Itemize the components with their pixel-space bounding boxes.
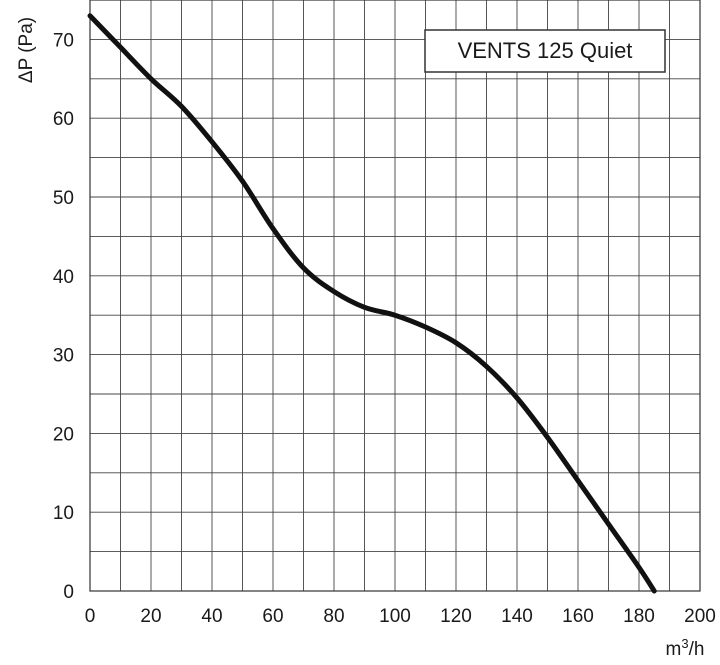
x-tick-label: 160 xyxy=(562,606,594,627)
y-tick-label: 60 xyxy=(53,109,74,130)
y-tick-label: 30 xyxy=(53,346,74,367)
legend-box: VENTS 125 Quiet xyxy=(424,29,666,73)
x-tick-label: 200 xyxy=(684,606,716,627)
x-tick-label: 140 xyxy=(501,606,533,627)
x-tick-label: 100 xyxy=(379,606,411,627)
y-tick-label: 40 xyxy=(53,267,74,288)
x-axis-title: m3/h xyxy=(666,636,705,660)
x-tick-label: 80 xyxy=(323,606,344,627)
x-tick-label: 20 xyxy=(140,606,161,627)
x-tick-label: 0 xyxy=(85,606,96,627)
x-tick-label: 40 xyxy=(201,606,222,627)
x-tick-label: 180 xyxy=(623,606,655,627)
x-tick-labels: 0 20 40 60 80 100 120 140 160 180 200 xyxy=(85,606,716,627)
y-tick-label: 0 xyxy=(63,582,74,603)
y-tick-label: 70 xyxy=(53,30,74,51)
y-tick-label: 50 xyxy=(53,188,74,209)
y-tick-labels: 0 10 20 30 40 50 60 70 xyxy=(53,30,74,603)
plot-frame xyxy=(89,0,701,592)
x-tick-label: 60 xyxy=(262,606,283,627)
y-tick-label: 20 xyxy=(53,424,74,445)
grid xyxy=(90,0,700,591)
legend-frame xyxy=(424,29,666,73)
y-axis-title: ΔP (Pa) xyxy=(16,17,37,83)
x-tick-label: 120 xyxy=(440,606,472,627)
series-line xyxy=(87,13,657,594)
legend-label: VENTS 125 Quiet xyxy=(458,38,633,63)
y-tick-label: 10 xyxy=(53,503,74,524)
